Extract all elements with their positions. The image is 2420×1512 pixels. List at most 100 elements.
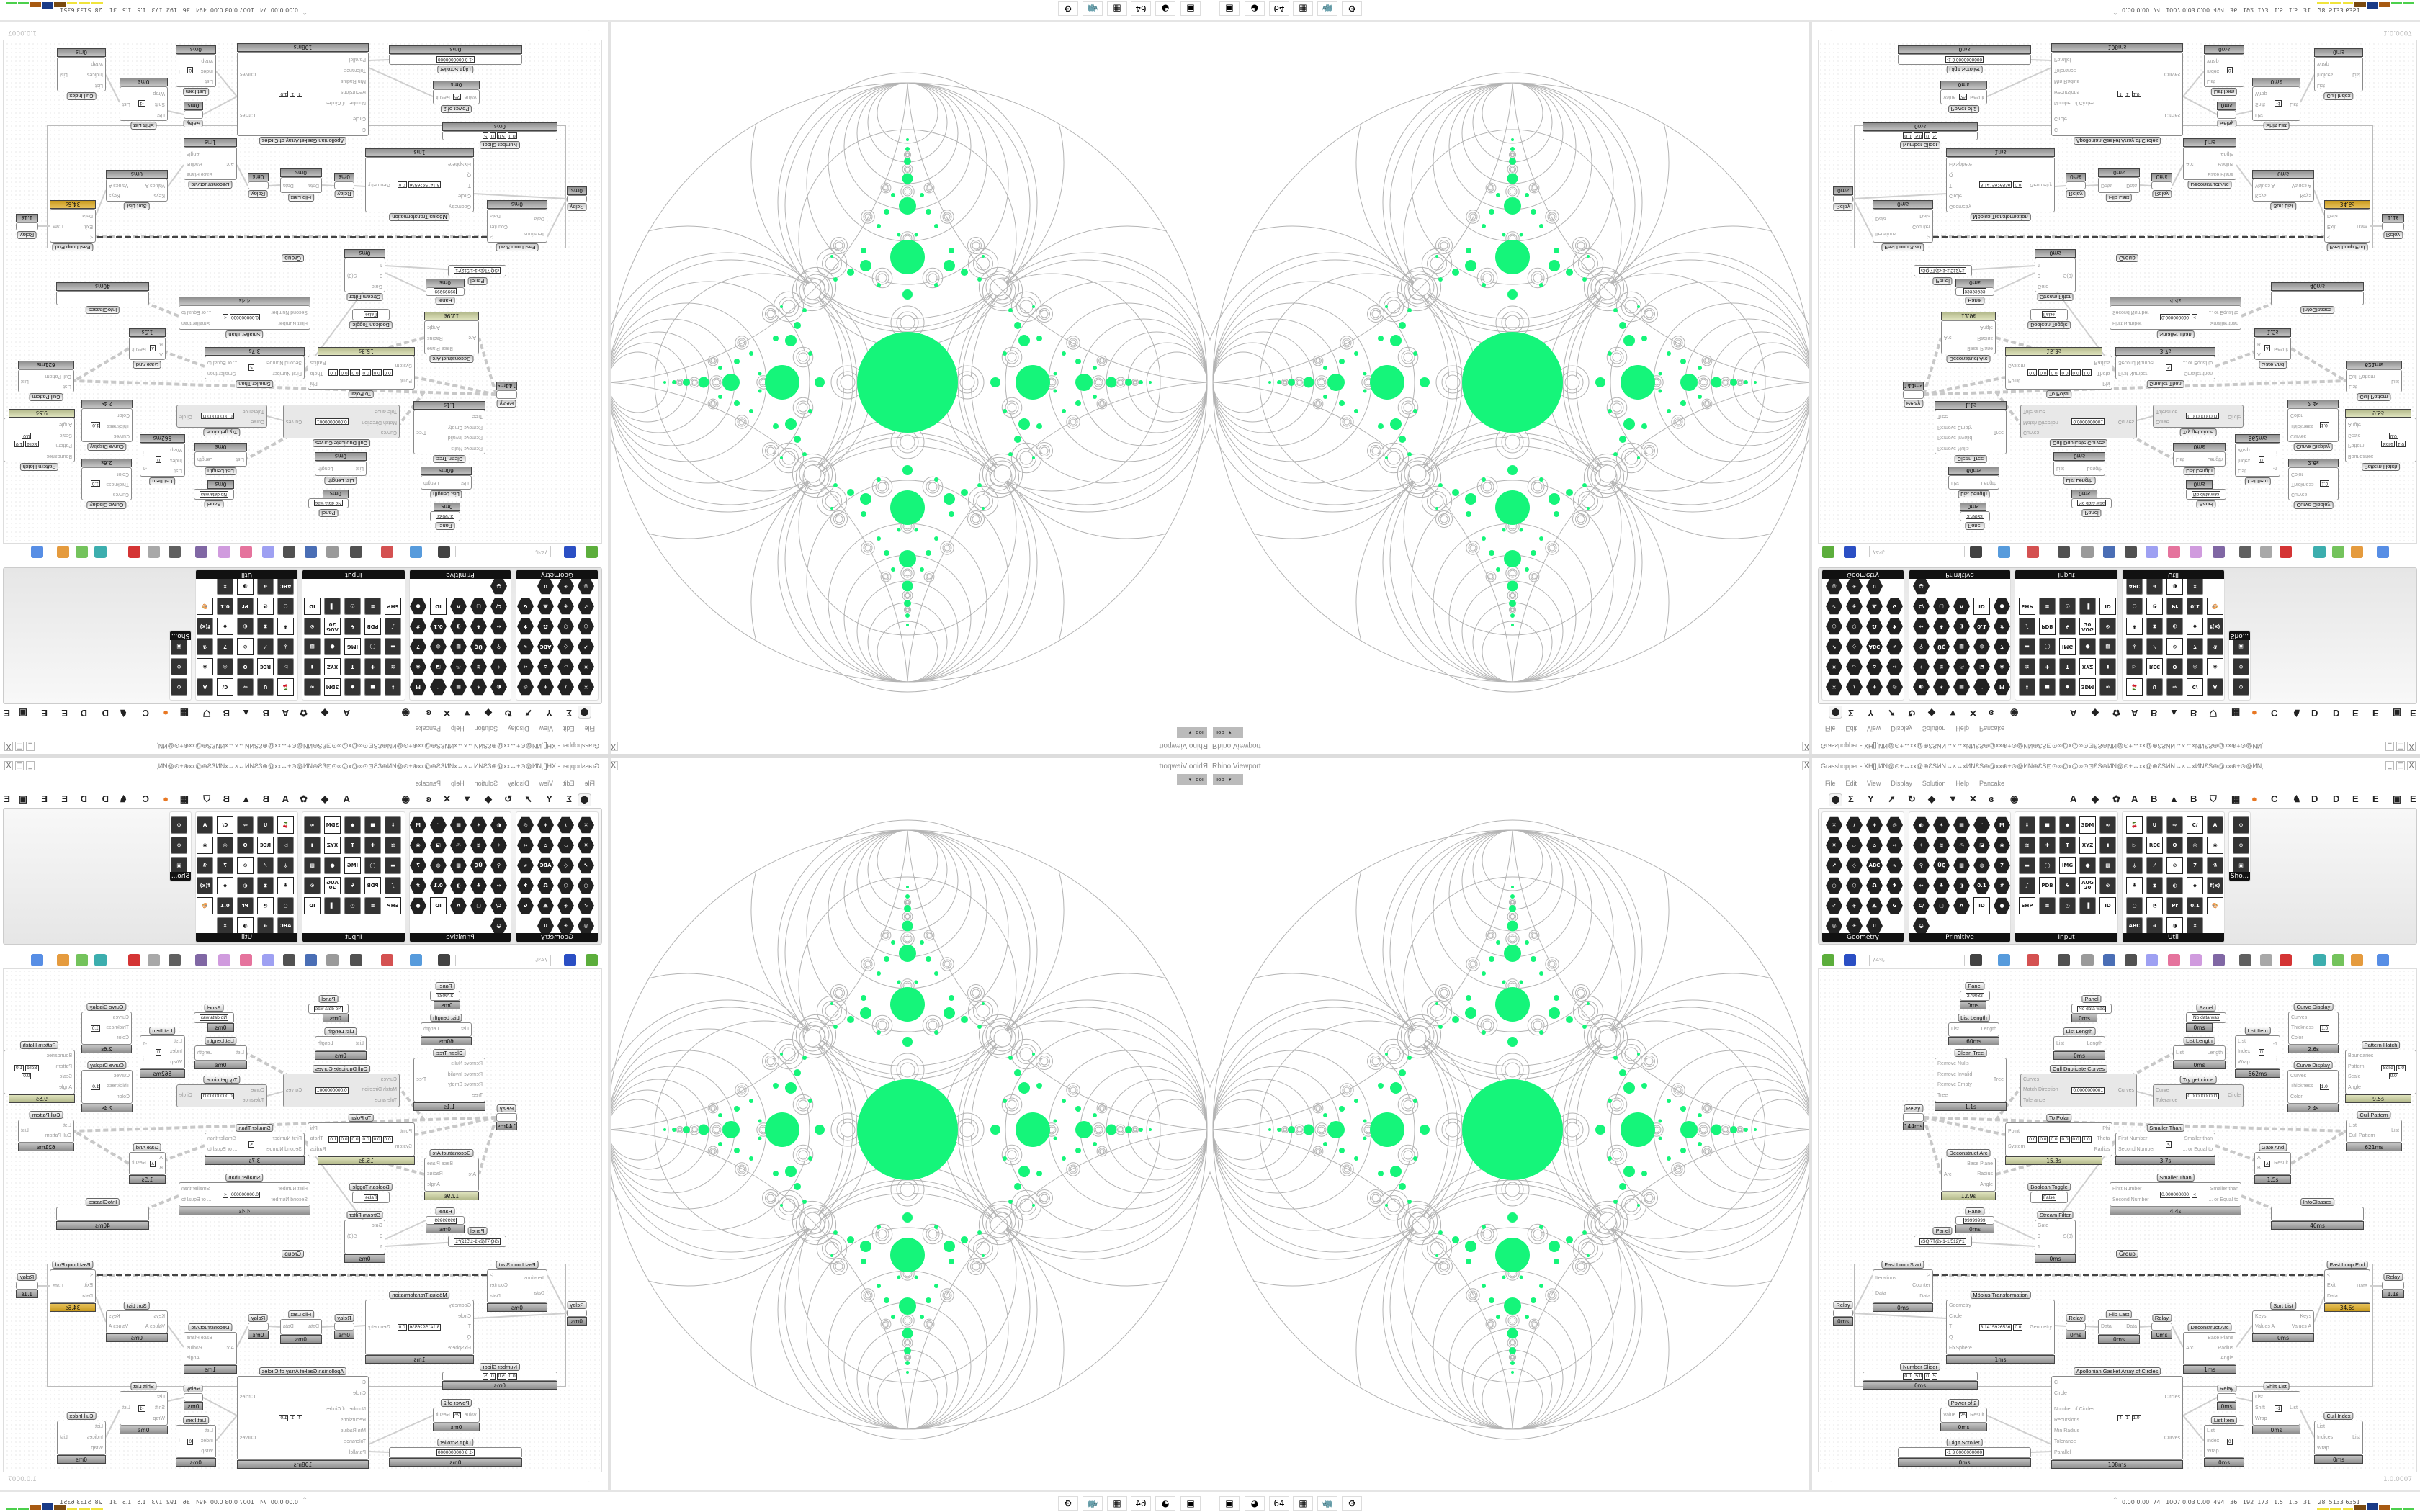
node-curve-display[interactable]: Curve Display Curves Thickness Color 1.0 <box>81 408 133 451</box>
output-param[interactable]: Radius <box>310 1146 326 1152</box>
component-icon[interactable]: ⊘ <box>237 857 254 874</box>
component-icon[interactable]: ◑ <box>450 618 467 635</box>
param-value[interactable]: 0.0 <box>22 1073 32 1079</box>
node-title[interactable]: Sort List <box>2270 202 2296 210</box>
param-value[interactable]: Solid <box>2381 441 2395 447</box>
node-panel[interactable]: Panel 99999999 <box>426 1207 465 1225</box>
preview-eye-icon[interactable] <box>410 954 422 966</box>
component-icon[interactable]: ◒ <box>490 917 507 935</box>
param-value[interactable]: 1.0 <box>2319 1084 2329 1090</box>
output-param[interactable]: Length <box>424 1027 439 1032</box>
output-param[interactable]: Base Plane <box>427 1161 453 1167</box>
component-icon[interactable]: / <box>1846 678 1863 696</box>
input-param[interactable]: Wrap <box>201 1449 213 1454</box>
input-param[interactable]: Second Number <box>271 1197 308 1202</box>
component-icon[interactable]: ⟁ <box>1866 897 1883 914</box>
component-icon[interactable]: ⊙ <box>304 877 321 894</box>
component-icon[interactable]: ◒ <box>1913 917 1930 935</box>
output-param[interactable]: List <box>2290 102 2298 107</box>
component-icon[interactable]: ⧗ <box>257 618 274 635</box>
input-param[interactable]: Curves <box>112 1015 129 1020</box>
tab-orange-circle-icon[interactable]: ● <box>2251 793 2257 804</box>
node-flip-last[interactable]: Flip Last Data Data <box>280 177 322 202</box>
component-icon[interactable]: ➜ <box>257 577 274 595</box>
component-icon[interactable]: ↗ <box>578 857 594 874</box>
node-title[interactable]: Relay <box>496 400 517 408</box>
component-icon[interactable]: ◇ <box>557 638 574 655</box>
node-title[interactable]: Cull Duplicate Curves <box>2049 439 2108 447</box>
output-param[interactable]: Radius <box>187 161 202 166</box>
node-title[interactable]: Panel <box>435 522 455 530</box>
component-icon[interactable]: ◷ <box>450 837 467 854</box>
node-title[interactable]: Digit Scroller <box>437 66 474 73</box>
input-param[interactable]: List <box>205 1428 213 1434</box>
component-icon[interactable]: A <box>1953 598 1970 615</box>
input-param[interactable]: Wrap <box>2255 91 2267 96</box>
param-value[interactable]: 5 <box>483 1373 488 1380</box>
component-icon[interactable]: ≡ <box>364 897 381 914</box>
param-value[interactable]: -1 <box>2275 1405 2282 1412</box>
input-param[interactable]: Keys <box>153 193 165 198</box>
component-icon[interactable]: 0.1 <box>430 618 447 635</box>
node-relay[interactable]: Relay <box>2382 1273 2404 1290</box>
node-title[interactable]: Smaller Than <box>225 330 264 338</box>
component-icon[interactable]: XYZ <box>2079 658 2096 675</box>
input-param[interactable]: Curves <box>112 492 129 497</box>
node-title[interactable]: Boolean Toggle <box>2027 1183 2071 1191</box>
component-icon[interactable]: ◈ <box>557 897 574 914</box>
param-value[interactable]: 1.0 <box>14 1065 24 1071</box>
param-value[interactable]: 0.0 <box>1903 1373 1913 1380</box>
output-param[interactable]: ... or Equal to <box>182 310 212 315</box>
component-icon[interactable]: ⟁ <box>537 897 554 914</box>
node-title[interactable]: Panel <box>435 1207 455 1215</box>
component-icon[interactable]: ◈ <box>557 598 574 615</box>
node-title[interactable]: Curve Display <box>2293 443 2333 451</box>
node-title[interactable]: Fast Loop End <box>52 1261 94 1269</box>
input-param[interactable]: Tolerance <box>2023 409 2045 415</box>
package-icon[interactable] <box>2168 546 2180 558</box>
output-param[interactable]: Result <box>436 94 450 100</box>
tab-crystal-icon[interactable]: ◆ <box>321 708 328 719</box>
node-title[interactable]: Curve Display <box>2293 1061 2333 1069</box>
input-param[interactable]: List <box>2176 1050 2184 1056</box>
node-panel[interactable]: Panel (SQRT(2)-1-1/512)*1 <box>1914 1227 1972 1247</box>
param-value[interactable]: 0.0 <box>397 181 407 188</box>
node-title[interactable]: Flip Last <box>2105 1310 2133 1318</box>
node-title[interactable]: Fast Loop End <box>2326 243 2368 251</box>
node-title[interactable]: Apollonian Gasket Array of Circles <box>2073 1367 2161 1375</box>
component-icon[interactable]: C/ <box>1913 897 1930 914</box>
node-title[interactable]: Panel <box>1965 522 1985 530</box>
input-param[interactable]: Data <box>2101 183 2112 188</box>
param-value[interactable]: (SQRT(2)-1-1/512)*1 <box>1919 1238 1966 1245</box>
param-value[interactable]: 3.1415926536 <box>408 181 442 188</box>
component-icon[interactable]: ∿ <box>1886 857 1903 874</box>
input-param[interactable]: Scale <box>59 1074 72 1080</box>
component-icon[interactable]: ■ <box>2039 678 2056 696</box>
component-icon[interactable]: ⟁ <box>537 598 554 615</box>
input-param[interactable]: Remove Empty <box>1937 1082 1972 1088</box>
component-icon[interactable]: ≋ <box>385 658 401 675</box>
input-param[interactable]: Parallel <box>2054 1450 2071 1456</box>
param-value[interactable]: 0 <box>489 132 496 139</box>
mesh-shaded-icon[interactable] <box>148 546 160 558</box>
input-param[interactable]: Gate <box>2038 1223 2049 1229</box>
node-panel[interactable]: Panel No data was <box>2071 995 2112 1014</box>
tab-grid-icon[interactable]: ▦ <box>179 793 189 804</box>
input-param[interactable]: Tree <box>1937 414 1948 420</box>
input-param[interactable]: Angle <box>59 1084 72 1090</box>
node-cull-duplicate-curves[interactable]: Cull Duplicate Curves Curves Match Directi… <box>2020 1065 2137 1107</box>
tab-surface-icon[interactable]: ◆ <box>1928 708 1935 719</box>
output-param[interactable]: Angle <box>1980 325 1993 330</box>
component-icon[interactable]: ◎ <box>2187 658 2203 675</box>
input-param[interactable]: < <box>89 1273 93 1279</box>
node-list-length[interactable]: List Length List Length <box>2053 1027 2105 1051</box>
param-value[interactable]: ∧ <box>149 345 156 352</box>
tab-grid-icon[interactable]: ▦ <box>2231 793 2241 804</box>
component-icon[interactable]: ✕ <box>1826 816 1842 834</box>
component-icon[interactable]: # <box>410 877 426 894</box>
component-icon[interactable]: ➜ <box>2146 577 2163 595</box>
input-param[interactable]: Curves <box>2291 1015 2308 1020</box>
package-icon[interactable] <box>2168 954 2180 966</box>
component-icon[interactable]: ◑ <box>237 577 254 595</box>
ribbon-panel-label[interactable]: Util <box>196 570 297 579</box>
